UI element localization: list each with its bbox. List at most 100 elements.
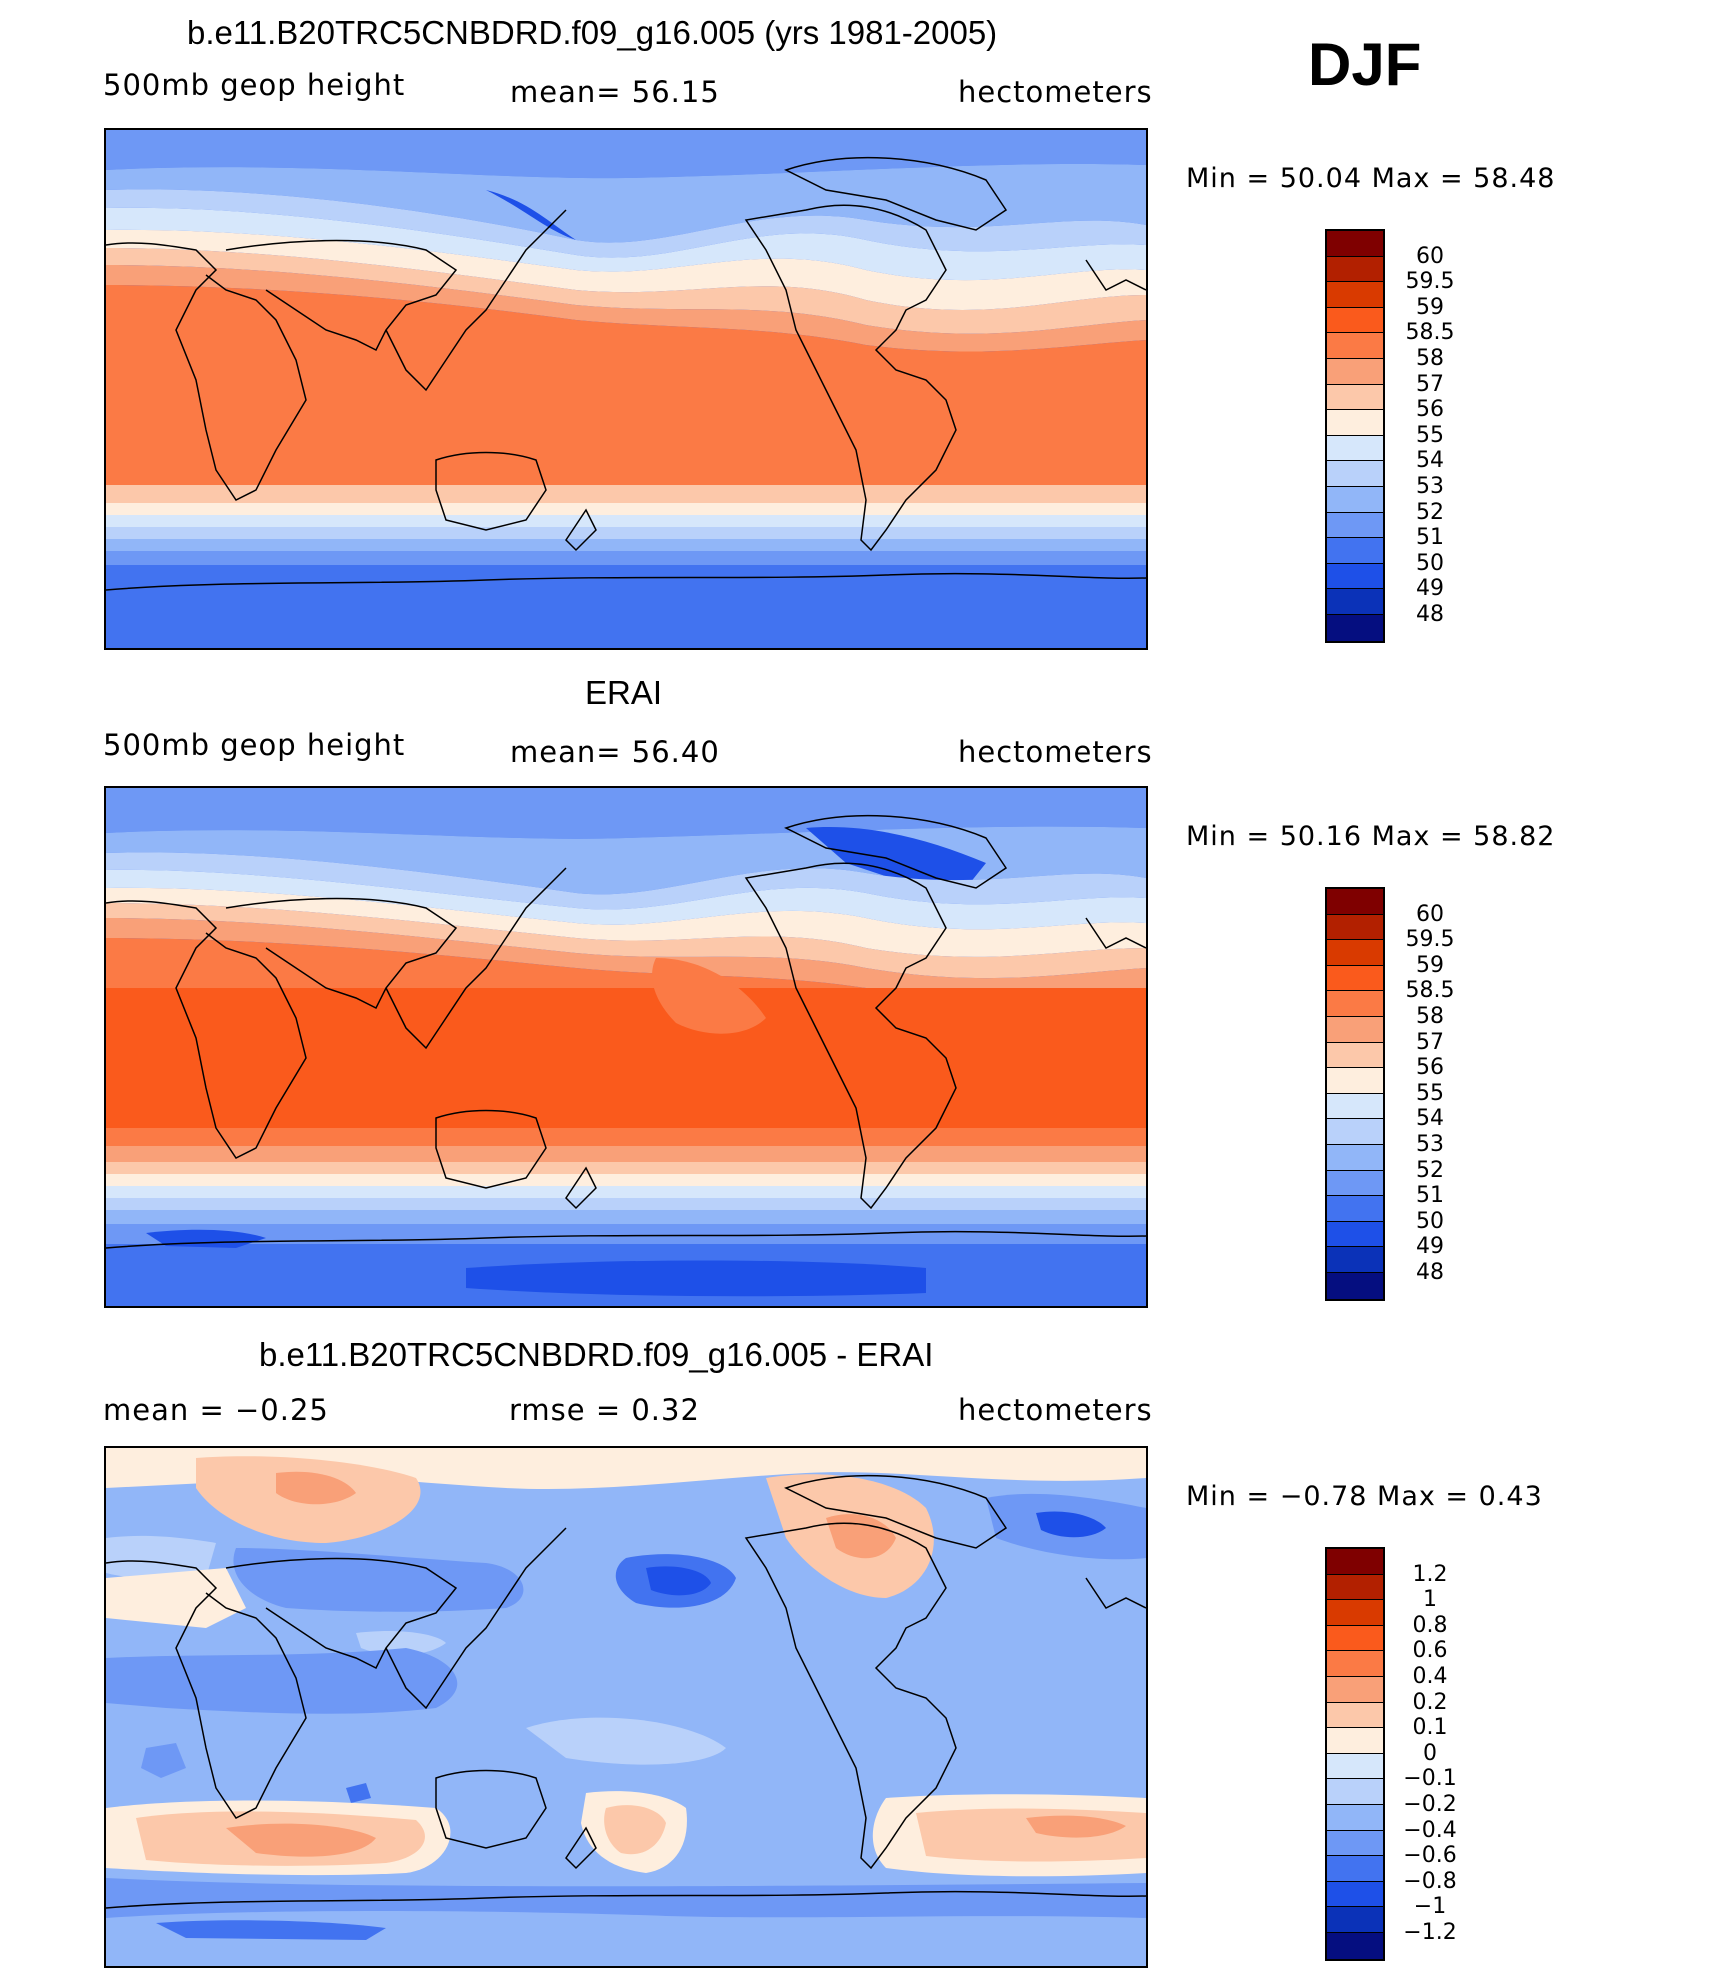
colorbar-label: 57 xyxy=(1416,371,1444,397)
colorbar-label: 54 xyxy=(1416,1106,1444,1132)
colorbar-label: 53 xyxy=(1416,474,1444,499)
panel3-units-label: hectometers xyxy=(958,1393,1153,1427)
panel2-mean-label: mean= 56.40 xyxy=(510,735,720,769)
panel2-units-label: hectometers xyxy=(958,735,1153,769)
colorbar-swatch xyxy=(1327,1574,1383,1601)
colorbar-label: −0.1 xyxy=(1403,1766,1457,1792)
colorbar-swatch xyxy=(1327,1907,1383,1933)
panel2-colorbar-labels: 60 59.5 59 58.5 58 57 56 55 54 53 52 51 50 49 48 xyxy=(1395,887,1475,1299)
colorbar-swatch xyxy=(1327,914,1383,941)
colorbar-label: −0.2 xyxy=(1403,1792,1457,1817)
colorbar-label: 59.5 xyxy=(1405,269,1455,295)
panel3-colorbar-labels: 1.2 1 0.8 0.6 0.4 0.2 0.1 0 −0.1 −0.2 −0.4 −0.6 −0.8… xyxy=(1395,1547,1475,1959)
colorbar-swatch xyxy=(1327,1272,1383,1299)
colorbar-swatch xyxy=(1327,1728,1383,1754)
colorbar-label: 52 xyxy=(1416,499,1444,525)
colorbar-label: 49 xyxy=(1416,576,1444,602)
colorbar-swatch xyxy=(1327,256,1383,283)
panel1-map xyxy=(104,128,1148,650)
colorbar-label: 58 xyxy=(1416,346,1444,371)
colorbar-label: 53 xyxy=(1416,1132,1444,1157)
colorbar-swatch xyxy=(1327,991,1383,1017)
colorbar-swatch xyxy=(1327,1119,1383,1145)
colorbar-label: −1 xyxy=(1413,1894,1447,1920)
season-label: DJF xyxy=(1308,31,1422,98)
colorbar-label: −1.2 xyxy=(1403,1920,1457,1945)
panel1-title: b.e11.B20TRC5CNBDRD.f09_g16.005 (yrs 198… xyxy=(187,14,998,51)
colorbar-swatch xyxy=(1327,435,1383,462)
colorbar-swatch xyxy=(1327,333,1383,359)
colorbar-swatch xyxy=(1327,1549,1383,1575)
colorbar-swatch xyxy=(1327,1753,1383,1780)
colorbar-swatch xyxy=(1327,1856,1383,1882)
colorbar-swatch xyxy=(1327,614,1383,641)
colorbar-label: 1 xyxy=(1423,1587,1437,1613)
colorbar-label: 55 xyxy=(1416,1080,1444,1106)
colorbar-swatch xyxy=(1327,384,1383,411)
colorbar-label: 48 xyxy=(1416,1260,1444,1285)
colorbar-swatch xyxy=(1327,1625,1383,1652)
colorbar-swatch xyxy=(1327,1702,1383,1729)
panel2-map xyxy=(104,786,1148,1308)
panel1-left-label: 500mb geop height xyxy=(103,68,406,102)
colorbar-label: 49 xyxy=(1416,1234,1444,1260)
colorbar-label: 48 xyxy=(1416,602,1444,627)
colorbar-label: 58.5 xyxy=(1405,320,1455,346)
colorbar-label: 60 xyxy=(1416,901,1444,927)
colorbar-label: 0.8 xyxy=(1412,1612,1448,1638)
colorbar-label: 57 xyxy=(1416,1029,1444,1055)
colorbar-label: 56 xyxy=(1416,397,1444,423)
colorbar-swatch xyxy=(1327,940,1383,966)
colorbar-label: −0.4 xyxy=(1403,1817,1457,1843)
colorbar-label: 50 xyxy=(1416,550,1444,576)
colorbar-swatch xyxy=(1327,1093,1383,1120)
colorbar-swatch xyxy=(1327,307,1383,334)
panel3-mean-label: mean = −0.25 xyxy=(103,1393,329,1427)
panel1-colorbar-labels: 60 59.5 59 58.5 58 57 56 55 54 53 52 51 50 49 48 xyxy=(1395,229,1475,641)
panel2-left-label: 500mb geop height xyxy=(103,728,406,762)
colorbar-label: 56 xyxy=(1416,1055,1444,1081)
colorbar-label: 51 xyxy=(1416,525,1444,551)
colorbar-swatch xyxy=(1327,1932,1383,1959)
colorbar-swatch xyxy=(1327,231,1383,257)
colorbar-label: 58 xyxy=(1416,1004,1444,1029)
panel1-map-contours xyxy=(106,130,1146,648)
colorbar-label: 52 xyxy=(1416,1157,1444,1183)
colorbar-swatch xyxy=(1327,512,1383,539)
colorbar-label: 1.2 xyxy=(1412,1561,1448,1587)
colorbar-label: 58.5 xyxy=(1405,978,1455,1004)
colorbar-label: 60 xyxy=(1416,243,1444,269)
colorbar-swatch xyxy=(1327,358,1383,385)
panel3-title: b.e11.B20TRC5CNBDRD.f09_g16.005 - ERAI xyxy=(259,1336,934,1373)
colorbar-swatch xyxy=(1327,889,1383,915)
colorbar-label: 55 xyxy=(1416,422,1444,448)
colorbar-swatch xyxy=(1327,1144,1383,1171)
colorbar-swatch xyxy=(1327,589,1383,615)
colorbar-label: 0.6 xyxy=(1412,1638,1448,1664)
panel3-map-contours xyxy=(106,1448,1146,1966)
colorbar-swatch xyxy=(1327,1221,1383,1248)
colorbar-swatch xyxy=(1327,1196,1383,1222)
colorbar-swatch xyxy=(1327,1042,1383,1069)
panel2-min-max: Min = 50.16 Max = 58.82 xyxy=(1186,821,1556,852)
panel1-mean-label: mean= 56.15 xyxy=(510,75,720,109)
colorbar-label: 50 xyxy=(1416,1208,1444,1234)
colorbar-label: 59 xyxy=(1416,294,1444,320)
colorbar-swatch xyxy=(1327,1676,1383,1703)
panel3-min-max: Min = −0.78 Max = 0.43 xyxy=(1186,1481,1543,1512)
panel1-min-max: Min = 50.04 Max = 58.48 xyxy=(1186,163,1556,194)
colorbar-swatch xyxy=(1327,1779,1383,1805)
colorbar-swatch xyxy=(1327,1881,1383,1908)
colorbar-label: 0 xyxy=(1423,1740,1437,1766)
colorbar-swatch xyxy=(1327,1170,1383,1197)
colorbar-swatch xyxy=(1327,1016,1383,1043)
colorbar-label: 54 xyxy=(1416,448,1444,474)
panel3-colorbar xyxy=(1325,1547,1385,1961)
colorbar-swatch xyxy=(1327,1651,1383,1677)
colorbar-swatch xyxy=(1327,1068,1383,1094)
panel2-map-contours xyxy=(106,788,1146,1306)
colorbar-label: 0.4 xyxy=(1412,1664,1448,1689)
colorbar-label: −0.8 xyxy=(1403,1868,1457,1894)
panel2-colorbar xyxy=(1325,887,1385,1301)
colorbar-swatch xyxy=(1327,1600,1383,1626)
